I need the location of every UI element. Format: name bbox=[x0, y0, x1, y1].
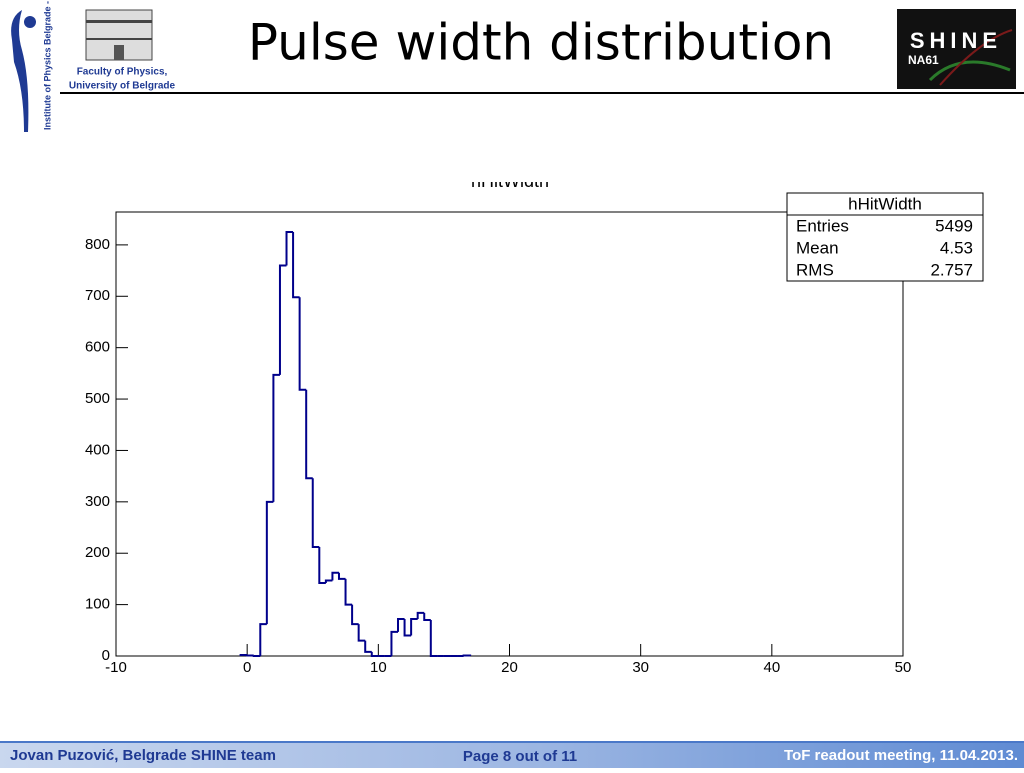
x-tick-label: 0 bbox=[243, 659, 251, 676]
y-tick-label: 800 bbox=[85, 236, 110, 253]
slide-title: Pulse width distribution bbox=[248, 14, 834, 72]
y-tick-label: 200 bbox=[85, 544, 110, 561]
histogram-bin bbox=[259, 623, 267, 656]
stats-title: hHitWidth bbox=[848, 194, 922, 213]
x-tick-label: 40 bbox=[763, 659, 780, 676]
institute-name: Institute of Physics Belgrade - Serbia bbox=[42, 0, 52, 130]
stats-label: RMS bbox=[796, 260, 834, 279]
histogram-bin bbox=[265, 500, 274, 625]
histogram-bin bbox=[462, 654, 472, 657]
histogram-bin bbox=[390, 630, 399, 656]
x-tick-label: -10 bbox=[105, 659, 127, 676]
histogram-bin bbox=[246, 654, 254, 657]
logo-subtext: NA61 bbox=[908, 53, 939, 67]
faculty-line: University of Belgrade bbox=[69, 81, 176, 92]
histogram-bin bbox=[305, 389, 313, 480]
shine-logo: SHINE NA61 bbox=[897, 9, 1016, 89]
histogram-bin bbox=[397, 618, 405, 632]
histogram-bin bbox=[403, 619, 412, 637]
stats-value: 4.53 bbox=[940, 238, 973, 257]
histogram-title: hHitWidth bbox=[471, 171, 549, 191]
y-tick-label: 700 bbox=[85, 287, 110, 304]
y-tick-label: 100 bbox=[85, 596, 110, 613]
histogram-bin bbox=[298, 297, 307, 391]
histogram-bin bbox=[239, 653, 248, 656]
footer-author: Jovan Puzović, Belgrade SHINE team bbox=[10, 747, 276, 764]
x-tick-label: 50 bbox=[895, 659, 912, 676]
histogram-bin bbox=[337, 572, 346, 580]
footer-page: Page 8 out of 11 bbox=[463, 748, 577, 765]
histogram-bin bbox=[410, 618, 418, 636]
logo-text: SHINE bbox=[910, 28, 1002, 53]
histogram-bin bbox=[357, 624, 366, 642]
histogram-bin bbox=[311, 478, 320, 549]
x-tick-label: 10 bbox=[370, 659, 387, 676]
histogram-bin bbox=[370, 651, 379, 657]
histogram-bin bbox=[344, 578, 353, 606]
stats-value: 2.757 bbox=[930, 260, 973, 279]
histogram-bin bbox=[285, 231, 294, 266]
histogram-bin bbox=[272, 373, 280, 502]
histogram-bin bbox=[351, 604, 359, 626]
faculty-line: Faculty of Physics, bbox=[77, 67, 168, 78]
y-tick-label: 600 bbox=[85, 339, 110, 356]
faculty-building bbox=[85, 9, 153, 61]
x-tick-label: 30 bbox=[632, 659, 649, 676]
histogram-bin bbox=[252, 655, 261, 657]
histogram-bin bbox=[331, 571, 339, 581]
histogram-bin bbox=[318, 547, 326, 585]
histogram-bin bbox=[324, 579, 333, 584]
histogram-bin bbox=[423, 612, 431, 622]
footer-bar bbox=[0, 742, 1024, 768]
histogram-bin bbox=[416, 611, 425, 619]
histogram-bin bbox=[278, 264, 287, 375]
footer-meeting: ToF readout meeting, 11.04.2013. bbox=[784, 747, 1018, 764]
stats-label: Mean bbox=[796, 238, 839, 257]
y-tick-label: 400 bbox=[85, 441, 110, 458]
y-tick-label: 500 bbox=[85, 390, 110, 407]
institute-logo: Institute of Physics Belgrade - Serbia bbox=[11, 0, 52, 132]
stats-value: 5499 bbox=[935, 216, 973, 235]
stats-label: Entries bbox=[796, 216, 849, 235]
y-tick-label: 0 bbox=[102, 647, 110, 664]
histogram-bin bbox=[364, 640, 372, 653]
x-tick-label: 20 bbox=[501, 659, 518, 676]
plot-frame bbox=[115, 211, 904, 657]
histogram-bin bbox=[292, 232, 300, 299]
histogram-bin bbox=[429, 620, 438, 657]
stats-box bbox=[786, 192, 984, 282]
y-tick-label: 300 bbox=[85, 493, 110, 510]
